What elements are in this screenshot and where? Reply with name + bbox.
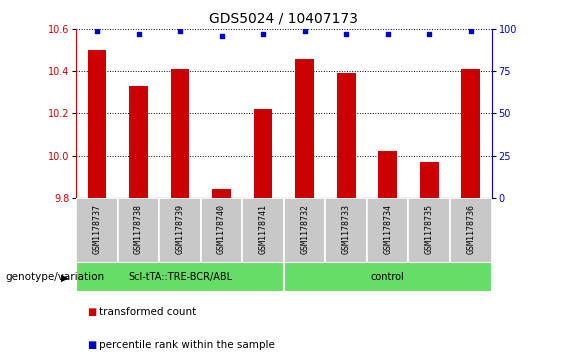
Point <box>383 31 392 37</box>
Text: Scl-tTA::TRE-BCR/ABL: Scl-tTA::TRE-BCR/ABL <box>128 272 232 282</box>
Bar <box>325 198 367 263</box>
Point <box>134 31 143 37</box>
Bar <box>337 73 355 198</box>
Point <box>259 31 268 37</box>
Point <box>466 28 475 34</box>
Bar <box>420 162 438 198</box>
Text: ▶: ▶ <box>62 272 69 282</box>
Text: GSM1178732: GSM1178732 <box>300 204 309 254</box>
Text: control: control <box>371 272 405 282</box>
Bar <box>76 262 284 292</box>
Bar <box>212 189 231 198</box>
Bar <box>284 262 492 292</box>
Bar <box>171 69 189 198</box>
Bar <box>367 198 408 263</box>
Text: GSM1178737: GSM1178737 <box>93 204 102 254</box>
Text: GSM1178735: GSM1178735 <box>425 204 434 254</box>
Bar <box>76 198 118 263</box>
Point <box>176 28 185 34</box>
Bar <box>201 198 242 263</box>
Point <box>425 31 434 37</box>
Point <box>93 28 102 34</box>
Bar <box>118 198 159 263</box>
Bar <box>379 151 397 198</box>
Text: transformed count: transformed count <box>99 307 196 317</box>
Text: GSM1178738: GSM1178738 <box>134 204 143 254</box>
Text: GSM1178740: GSM1178740 <box>217 204 226 254</box>
Bar <box>284 198 325 263</box>
Text: ■: ■ <box>88 340 97 350</box>
Point <box>217 33 226 39</box>
Title: GDS5024 / 10407173: GDS5024 / 10407173 <box>210 11 358 25</box>
Point <box>342 31 351 37</box>
Bar <box>242 198 284 263</box>
Text: GSM1178733: GSM1178733 <box>342 204 351 254</box>
Bar <box>408 198 450 263</box>
Text: GSM1178734: GSM1178734 <box>383 204 392 254</box>
Text: percentile rank within the sample: percentile rank within the sample <box>99 340 275 350</box>
Text: GSM1178736: GSM1178736 <box>466 204 475 254</box>
Text: GSM1178739: GSM1178739 <box>176 204 185 254</box>
Bar <box>295 58 314 198</box>
Bar <box>159 198 201 263</box>
Bar <box>450 198 492 263</box>
Point <box>300 28 309 34</box>
Bar <box>254 109 272 198</box>
Bar <box>88 50 106 198</box>
Bar <box>462 69 480 198</box>
Text: GSM1178741: GSM1178741 <box>259 204 268 254</box>
Bar <box>129 86 148 198</box>
Text: ■: ■ <box>88 307 97 317</box>
Text: genotype/variation: genotype/variation <box>6 272 105 282</box>
